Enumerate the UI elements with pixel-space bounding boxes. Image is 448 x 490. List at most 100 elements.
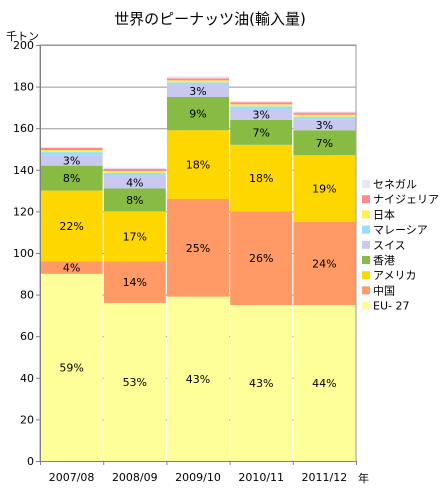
data-label: 3%: [189, 85, 206, 98]
y-tick-label: 60: [20, 330, 34, 343]
y-tick-label: 120: [13, 205, 34, 218]
y-tick-label: 140: [13, 164, 34, 177]
y-axis: 0 20 40 60 80 100 120 140 160 180 200: [13, 39, 41, 468]
bar-segment: [230, 305, 293, 461]
x-tick-label: 2010/11: [238, 471, 284, 484]
bar-segment: [293, 130, 356, 156]
bar-segment: [167, 198, 229, 297]
bar-segment: [103, 261, 166, 303]
x-tick-label: 2007/08: [49, 471, 95, 484]
legend-swatch: [362, 225, 370, 234]
y-tick-label: 200: [13, 39, 34, 52]
bar-segment: [230, 144, 293, 212]
bar-segment: [167, 80, 229, 83]
bar-segment: [293, 114, 356, 117]
data-label: 43%: [186, 373, 210, 386]
legend-label: ナイジェリア: [373, 193, 439, 206]
legend-label: EU- 27: [373, 300, 409, 313]
bar-segment: [167, 97, 229, 131]
bar-segment: [40, 165, 103, 191]
data-label: 8%: [63, 172, 80, 185]
data-label: 14%: [123, 276, 147, 289]
x-axis: 2007/08 2008/09 2009/10 2010/11 2011/12: [40, 461, 357, 484]
y-tick-label: 40: [20, 372, 34, 385]
bar-segment: [293, 111, 356, 113]
bar-segment: [167, 76, 229, 79]
bar-segment: [230, 104, 293, 107]
legend-swatch: [362, 286, 370, 295]
legend-swatch: [362, 195, 370, 204]
legend-label: スイス: [373, 239, 406, 252]
legend-swatch: [362, 240, 370, 249]
legend-swatch: [362, 301, 370, 310]
bar-segment: [103, 168, 166, 171]
x-tick-label: 2009/10: [175, 471, 221, 484]
data-label: 24%: [312, 257, 336, 270]
data-label: 25%: [186, 242, 210, 255]
data-label: 3%: [63, 154, 80, 167]
data-label: 18%: [249, 172, 273, 185]
y-tick-label: 180: [13, 81, 34, 94]
bar-segment: [293, 221, 356, 305]
legend-swatch: [362, 271, 370, 280]
bar-segment: [40, 146, 103, 148]
legend-label: 香港: [373, 254, 395, 267]
y-axis-unit: 千トン: [6, 30, 39, 43]
bar-segment: [40, 190, 103, 262]
bar-segment: [230, 211, 293, 305]
bar-segment: [40, 261, 103, 274]
bar-segment: [103, 172, 166, 177]
y-tick-label: 100: [13, 247, 34, 260]
legend-swatch: [362, 210, 370, 219]
bar-segment: [230, 102, 293, 105]
bar-segment: [167, 82, 229, 85]
data-label: 3%: [252, 109, 269, 122]
data-label: 8%: [126, 194, 143, 207]
bar-segment: [40, 152, 103, 156]
data-label: 7%: [316, 137, 333, 150]
bar-segment: [293, 112, 356, 115]
bar-segment: [230, 109, 293, 120]
y-tick-label: 20: [20, 413, 34, 426]
bar-segment: [103, 211, 166, 262]
legend-label: マレーシア: [373, 224, 428, 237]
bar-segment: [40, 155, 103, 166]
bar-segment: [230, 119, 293, 145]
bar-segment: [230, 101, 293, 103]
x-tick-label: 2008/09: [112, 471, 158, 484]
data-label: 44%: [312, 377, 336, 390]
bar-segment: [103, 188, 166, 212]
data-label: 9%: [189, 108, 206, 121]
bar-segment: [167, 84, 229, 97]
data-label: 59%: [59, 361, 83, 374]
bar-segment: [40, 147, 103, 151]
data-label: 18%: [186, 159, 210, 172]
legend-label: 日本: [373, 207, 395, 221]
data-label: 26%: [249, 252, 273, 265]
bar-segment: [103, 302, 166, 461]
data-label: 53%: [123, 376, 147, 389]
y-tick-label: 80: [20, 289, 34, 302]
bar-segment: [293, 155, 356, 222]
bar-segment: [293, 116, 356, 120]
data-label: 22%: [59, 220, 83, 233]
bar-segment: [293, 119, 356, 131]
data-label: 7%: [252, 126, 269, 139]
legend-label: アメリカ: [373, 269, 416, 282]
bar-segment: [230, 106, 293, 110]
x-tick-label: 2011/12: [302, 471, 348, 484]
legend-swatch: [362, 180, 370, 188]
x-axis-unit: 年: [358, 471, 369, 485]
data-label: 4%: [63, 262, 80, 275]
bar-segment: [167, 78, 229, 81]
data-label: 17%: [123, 230, 147, 243]
data-label: 4%: [126, 176, 143, 189]
bar-segment: [40, 150, 103, 153]
data-label: 3%: [316, 119, 333, 132]
bar-segment: [40, 273, 103, 461]
bar-segment: [293, 305, 356, 461]
bar-segment: [103, 167, 166, 169]
data-label: 43%: [249, 377, 273, 390]
